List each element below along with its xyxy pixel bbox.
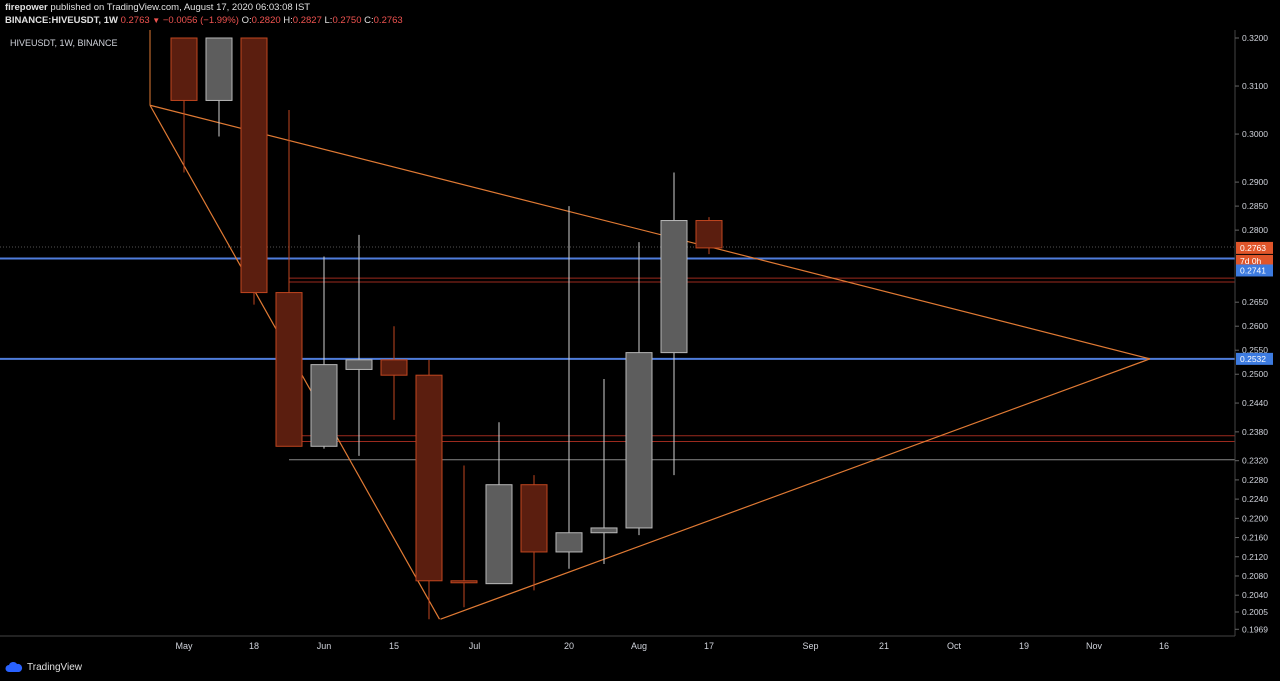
y-tick-label: 0.2380 [1242, 427, 1268, 437]
x-tick-label: 20 [564, 641, 574, 651]
trendline-1[interactable] [440, 358, 1151, 620]
x-tick-label: Oct [947, 641, 962, 651]
y-tick-label: 0.1969 [1242, 624, 1268, 634]
price-label-box [1236, 352, 1273, 365]
price-change: −0.0056 (−1.99%) [162, 15, 239, 26]
x-tick-label: Jul [469, 641, 481, 651]
tradingview-brand: TradingView [27, 661, 83, 673]
candle-jun-1[interactable] [310, 364, 338, 447]
candle-aug-3[interactable] [625, 352, 653, 529]
trendline-2[interactable] [149, 104, 710, 248]
x-tick-label: 17 [704, 641, 714, 651]
chart-legend-symbol: HIVEUSDT, 1W, BINANCE [10, 38, 118, 48]
y-tick-label: 0.2500 [1242, 369, 1268, 379]
high-value: 0.2827 [292, 15, 322, 26]
publisher-line: firepower published on TradingView.com, … [5, 2, 310, 13]
candle-may-18[interactable] [240, 37, 268, 294]
x-tick-label: 15 [389, 641, 399, 651]
last-price: 0.2763 [120, 15, 150, 26]
y-tick-label: 0.2280 [1242, 475, 1268, 485]
down-arrow-icon: ▼ [152, 16, 161, 25]
tradingview-cloud-icon [5, 661, 23, 672]
y-tick-label: 0.2800 [1242, 225, 1268, 235]
price-label-box [1236, 254, 1273, 267]
y-tick-label: 0.2550 [1242, 345, 1268, 355]
x-tick-label: 16 [1159, 641, 1169, 651]
open-label: O: [241, 15, 252, 26]
candle-jun-22[interactable] [415, 374, 443, 582]
x-tick-label: Jun [317, 641, 332, 651]
price-label: 0.2741 [1240, 265, 1266, 275]
x-tick-label: 21 [879, 641, 889, 651]
candle-may-4[interactable] [170, 37, 198, 101]
price-label-box [1236, 264, 1273, 277]
x-tick-label: 19 [1019, 641, 1029, 651]
y-tick-label: 0.2160 [1242, 533, 1268, 543]
y-tick-label: 0.2080 [1242, 571, 1268, 581]
published-text: published on TradingView.com, August 17,… [50, 2, 311, 13]
price-label: 0.2763 [1240, 243, 1266, 253]
low-value: 0.2750 [332, 15, 362, 26]
candle-aug-17[interactable] [695, 220, 723, 249]
y-tick-label: 0.2850 [1242, 201, 1268, 211]
price-label: 7d 0h [1240, 256, 1262, 266]
candle-aug-10[interactable] [660, 220, 688, 354]
tradingview-logo[interactable]: TradingView [5, 661, 82, 673]
candle-jul-27[interactable] [590, 527, 618, 534]
open-value: 0.2820 [251, 15, 281, 26]
chart-header: firepower published on TradingView.com, … [0, 0, 1280, 30]
candle-jul-6[interactable] [485, 484, 513, 585]
close-label: C: [364, 15, 374, 26]
price-label-box [1236, 241, 1273, 254]
y-tick-label: 0.2900 [1242, 177, 1268, 187]
publisher-name[interactable]: firepower [5, 2, 48, 13]
y-tick-label: 0.2120 [1242, 552, 1268, 562]
close-value: 0.2763 [373, 15, 403, 26]
candle-may-11[interactable] [205, 37, 233, 101]
candle-jun-15[interactable] [380, 359, 408, 376]
y-tick-label: 0.2440 [1242, 398, 1268, 408]
trendline-3[interactable] [709, 246, 1151, 360]
y-tick-label: 0.3100 [1242, 81, 1268, 91]
y-tick-label: 0.2320 [1242, 456, 1268, 466]
candle-may-25[interactable] [275, 292, 303, 447]
symbol-label: BINANCE:HIVEUSDT, 1W [5, 15, 118, 26]
y-tick-label: 0.2040 [1242, 590, 1268, 600]
candle-jul-20[interactable] [555, 532, 583, 553]
x-tick-label: Aug [631, 641, 647, 651]
x-tick-label: Nov [1086, 641, 1103, 651]
candle-jun-29[interactable] [450, 580, 478, 584]
x-tick-label: May [175, 641, 193, 651]
y-tick-label: 0.2005 [1242, 607, 1268, 617]
ohlc-line: BINANCE:HIVEUSDT, 1W 0.2763 ▼ −0.0056 (−… [5, 15, 403, 26]
candle-jul-13[interactable] [520, 484, 548, 553]
y-tick-label: 0.3000 [1242, 129, 1268, 139]
y-tick-label: 0.2240 [1242, 494, 1268, 504]
footer: TradingView [0, 657, 1280, 681]
y-tick-label: 0.2600 [1242, 321, 1268, 331]
y-tick-label: 0.3200 [1242, 33, 1268, 43]
low-label: L: [324, 15, 333, 26]
candle-jun-8[interactable] [345, 359, 373, 370]
y-tick-label: 0.2200 [1242, 513, 1268, 523]
y-tick-label: 0.2650 [1242, 297, 1268, 307]
high-label: H: [283, 15, 293, 26]
x-tick-label: Sep [802, 641, 818, 651]
price-label: 0.2532 [1240, 354, 1266, 364]
x-tick-label: 18 [249, 641, 259, 651]
